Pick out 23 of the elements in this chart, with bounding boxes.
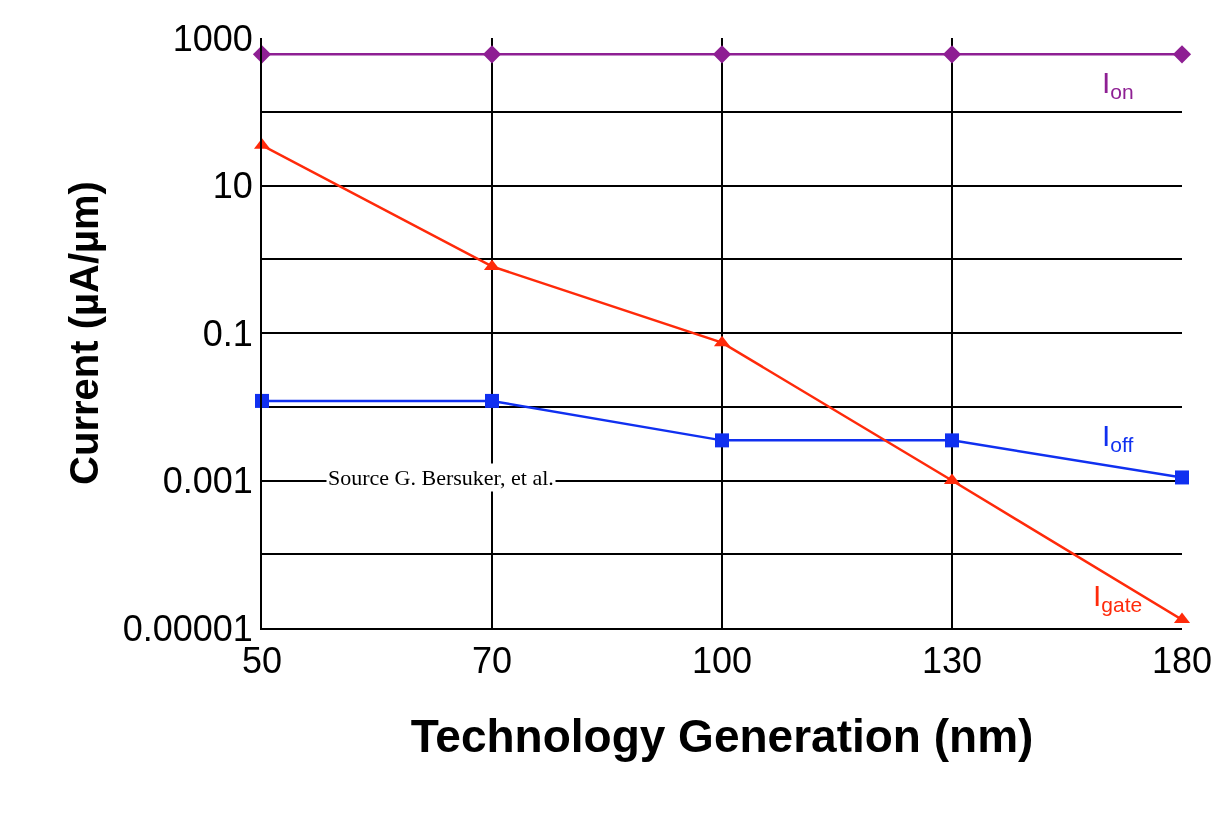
annotation: Source G. Bersuker, et al. [328, 465, 554, 490]
y-tick-label: 1000 [172, 17, 253, 59]
x-tick-label: 100 [691, 640, 753, 682]
point [1172, 45, 1192, 64]
y-tick-label: 0.001 [162, 460, 253, 502]
point [485, 393, 499, 408]
point [715, 433, 729, 448]
point [1175, 470, 1189, 485]
series-label: I$_{on}$ [1102, 66, 1134, 104]
point [942, 45, 962, 64]
series-label: I$_{gate}$ [1093, 579, 1143, 617]
y-tick-label: 10 [212, 165, 253, 207]
point [712, 45, 732, 64]
x-tick-label: 70 [471, 640, 513, 682]
x-tick-label: 180 [1151, 640, 1213, 682]
x-axis-title: Technology Generation (nm) [410, 710, 1034, 763]
point [482, 45, 502, 64]
y-axis-title: Current (µA/µm) [61, 181, 106, 485]
series-label: I$_{off}$ [1102, 419, 1134, 457]
point [945, 433, 959, 448]
x-tick-label: 50 [241, 640, 283, 682]
x-tick-label: 130 [921, 640, 983, 682]
y-tick-label: 0.1 [202, 312, 253, 354]
